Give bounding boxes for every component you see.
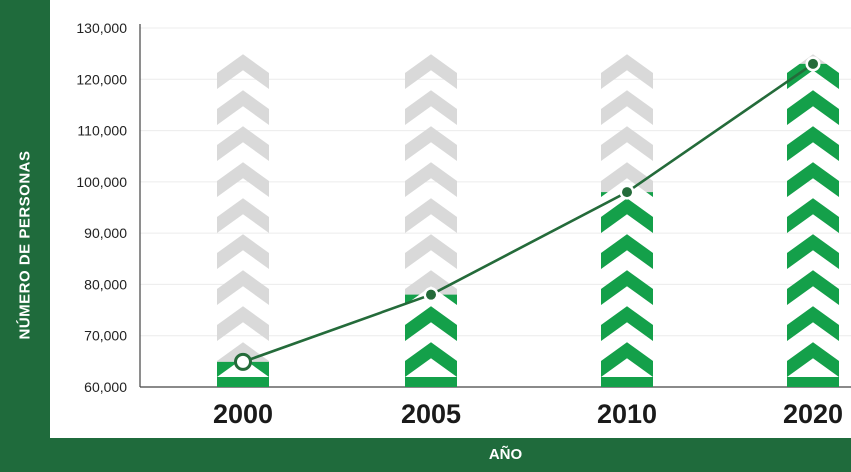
chevron-filled [601,270,653,305]
chevron-filled [787,162,839,197]
chevron-empty [217,198,269,233]
y-tick-label: 60,000 [84,379,127,395]
x-tick-label: 2005 [401,399,461,429]
chevron-empty [405,162,457,197]
chevron-empty [601,54,653,89]
y-tick-label: 130,000 [76,20,127,36]
series-line [243,64,813,362]
chevron-filled [601,198,653,233]
chevron-filled [601,234,653,269]
chevron-filled [601,342,653,377]
y-tick-label: 100,000 [76,174,127,190]
x-tick-label: 2000 [213,399,273,429]
chevron-empty [405,126,457,161]
chevron-empty [217,126,269,161]
chevron-empty [217,90,269,125]
y-tick-label: 70,000 [84,328,127,344]
chevron-empty [601,90,653,125]
chevron-filled [787,342,839,377]
y-tick-label: 110,000 [77,123,127,139]
data-point [622,187,632,197]
y-tick-label: 120,000 [76,71,127,87]
bar-base [405,377,457,387]
chevron-empty [217,234,269,269]
data-point [426,290,436,300]
data-point [808,59,818,69]
bar-filled [787,54,839,387]
chevron-filled [787,270,839,305]
chevron-empty [217,270,269,305]
chevron-filled [405,342,457,377]
chevron-filled [787,234,839,269]
chevron-empty [405,54,457,89]
chevron-empty [405,198,457,233]
chevron-filled [787,126,839,161]
chevron-empty [217,162,269,197]
y-tick-label: 90,000 [84,225,127,241]
x-tick-label: 2020 [783,399,843,429]
chevron-empty [405,90,457,125]
bar-2010 [601,54,653,387]
bar-2020 [787,54,839,387]
x-tick-label: 2010 [597,399,657,429]
chevron-filled [787,90,839,125]
bar-2005 [405,54,457,387]
chevron-filled [787,198,839,233]
y-tick-label: 80,000 [84,276,127,292]
bar-base [787,377,839,387]
chevron-empty [217,54,269,89]
chevron-empty [405,234,457,269]
bar-base [601,377,653,387]
bar-base [217,377,269,387]
bar-empty-track [217,54,269,377]
data-point [236,354,251,369]
bar-2000 [217,54,269,387]
chevron-empty [601,126,653,161]
